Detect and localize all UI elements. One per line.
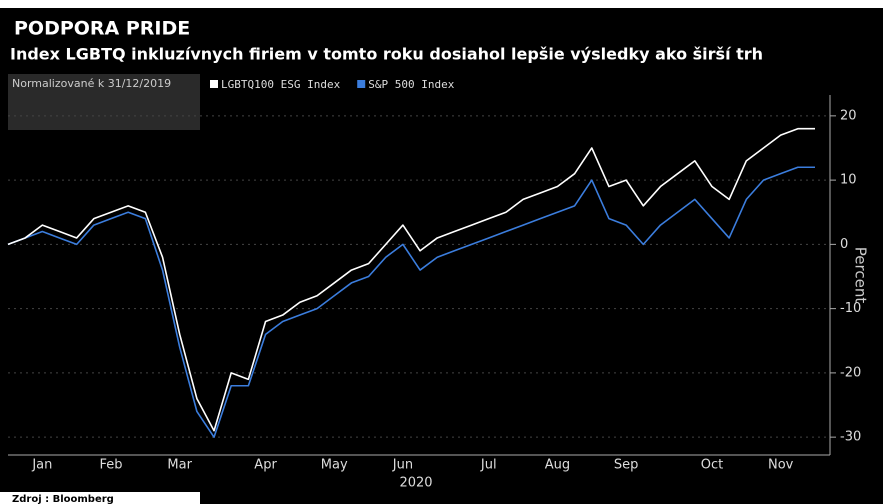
x-tick-label: Mar	[167, 458, 192, 473]
y-tick-label: -20	[840, 365, 861, 380]
source: Zdroj : Bloomberg	[12, 494, 114, 504]
chart-title: PODPORA PRIDE	[14, 18, 190, 40]
x-tick-label: Nov	[768, 458, 794, 473]
x-tick-label: Jun	[392, 458, 413, 473]
top-bar	[0, 0, 883, 8]
x-tick-label: Feb	[100, 458, 123, 473]
series-line	[7, 166, 815, 438]
x-tick-label: May	[321, 458, 348, 473]
legend-swatch	[357, 80, 366, 88]
y-tick-label: 10	[840, 173, 857, 188]
x-tick-label: Aug	[545, 458, 570, 473]
source-box	[0, 492, 200, 504]
y-tick-label: 0	[840, 237, 848, 252]
header-box	[8, 74, 200, 130]
legend-label: LGBTQ100 ESG Index	[221, 78, 341, 91]
note: Normalizované k 31/12/2019	[12, 77, 171, 90]
series-line	[7, 127, 815, 432]
x-tick-label: Jan	[31, 458, 52, 473]
x-axis-label: 2020	[399, 476, 432, 491]
legend-label: S&P 500 Index	[368, 78, 454, 91]
x-tick-label: Oct	[701, 458, 723, 473]
x-tick-label: Apr	[254, 458, 277, 473]
legend-swatch	[210, 80, 218, 88]
x-tick-label: Sep	[614, 458, 639, 473]
y-tick-label: -30	[840, 430, 861, 445]
x-tick-label: Jul	[480, 458, 497, 473]
chart-subtitle: Index LGBTQ inkluzívnych firiem v tomto …	[10, 45, 763, 64]
y-tick-label: 20	[840, 108, 857, 123]
y-axis-label: Percent	[852, 247, 870, 304]
y-tick-label: -10	[840, 301, 861, 316]
